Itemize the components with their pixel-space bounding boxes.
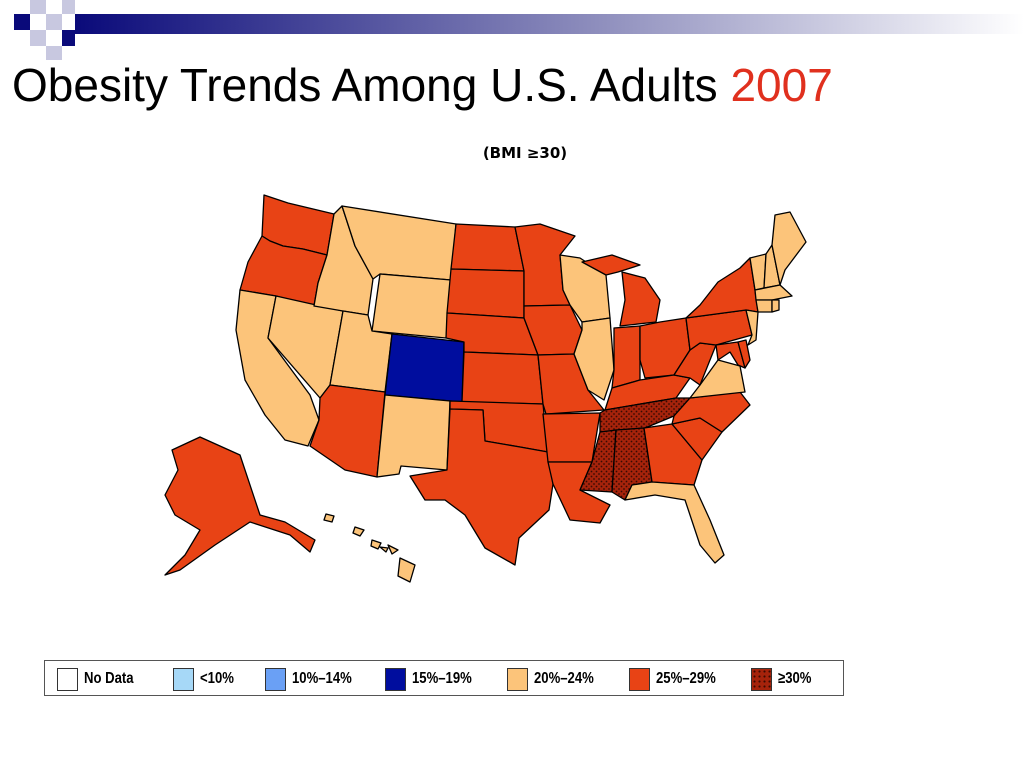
legend-label: 20%–24% <box>534 670 594 687</box>
legend-label: 10%–14% <box>292 670 352 687</box>
state-TX <box>409 408 554 566</box>
legend-item-lt10: <10% <box>173 667 241 691</box>
state-RI <box>771 299 780 313</box>
state-MA <box>754 284 793 301</box>
decor-square <box>14 30 30 46</box>
slide-subtitle: (BMI ≥30) <box>482 144 568 162</box>
decor-square <box>14 14 30 30</box>
legend-label: No Data <box>84 670 134 687</box>
state-GA <box>643 423 703 486</box>
state-AZ <box>309 384 386 478</box>
state-DE <box>737 339 751 369</box>
decor-square <box>62 0 75 14</box>
state-VA <box>689 359 746 399</box>
legend-item-25-29: 25%–29% <box>629 667 729 691</box>
decor-square <box>30 0 46 14</box>
legend-label: 15%–19% <box>412 670 472 687</box>
legend-swatch <box>385 667 406 691</box>
state-ND <box>450 223 525 272</box>
decor-square <box>62 30 75 46</box>
legend-swatch <box>57 667 78 691</box>
state-WY <box>371 273 452 339</box>
state-AR <box>542 412 601 463</box>
legend-item-ge30: ≥30% <box>751 667 819 691</box>
legend-swatch <box>507 667 528 691</box>
legend-swatch <box>265 667 286 691</box>
slide-title: Obesity Trends Among U.S. Adults 2007 <box>12 62 833 108</box>
title-year: 2007 <box>730 59 833 111</box>
state-AK <box>164 436 316 576</box>
state-NJ <box>745 309 759 346</box>
decor-square <box>46 46 62 60</box>
state-CO <box>384 333 465 403</box>
state-IN <box>611 325 641 389</box>
legend-swatch <box>629 667 650 691</box>
legend-swatch <box>751 667 772 691</box>
state-NM <box>376 394 451 478</box>
legend-item-no-data: No Data <box>57 667 144 691</box>
state-HI <box>323 513 416 583</box>
state-MS <box>579 429 617 493</box>
legend-item-15-19: 15%–19% <box>385 667 485 691</box>
state-CT <box>755 299 773 313</box>
decor-square <box>30 30 46 46</box>
header-gradient-bar <box>75 14 1024 34</box>
legend-label: ≥30% <box>778 670 812 687</box>
state-IL <box>573 317 615 401</box>
state-KS <box>461 351 544 405</box>
map-legend: No Data <10% 10%–14% 15%–19% 20%–24% 25%… <box>44 660 844 696</box>
legend-label: <10% <box>200 670 234 687</box>
legend-label: 25%–29% <box>656 670 716 687</box>
legend-item-10-14: 10%–14% <box>265 667 365 691</box>
decorative-header <box>14 0 1024 60</box>
state-NY <box>685 257 759 319</box>
state-SD <box>446 268 525 319</box>
title-text: Obesity Trends Among U.S. Adults <box>12 59 718 111</box>
legend-swatch <box>173 667 194 691</box>
state-MI <box>581 254 661 327</box>
state-FL <box>624 481 725 564</box>
legend-item-20-24: 20%–24% <box>507 667 607 691</box>
decor-square <box>46 14 62 30</box>
